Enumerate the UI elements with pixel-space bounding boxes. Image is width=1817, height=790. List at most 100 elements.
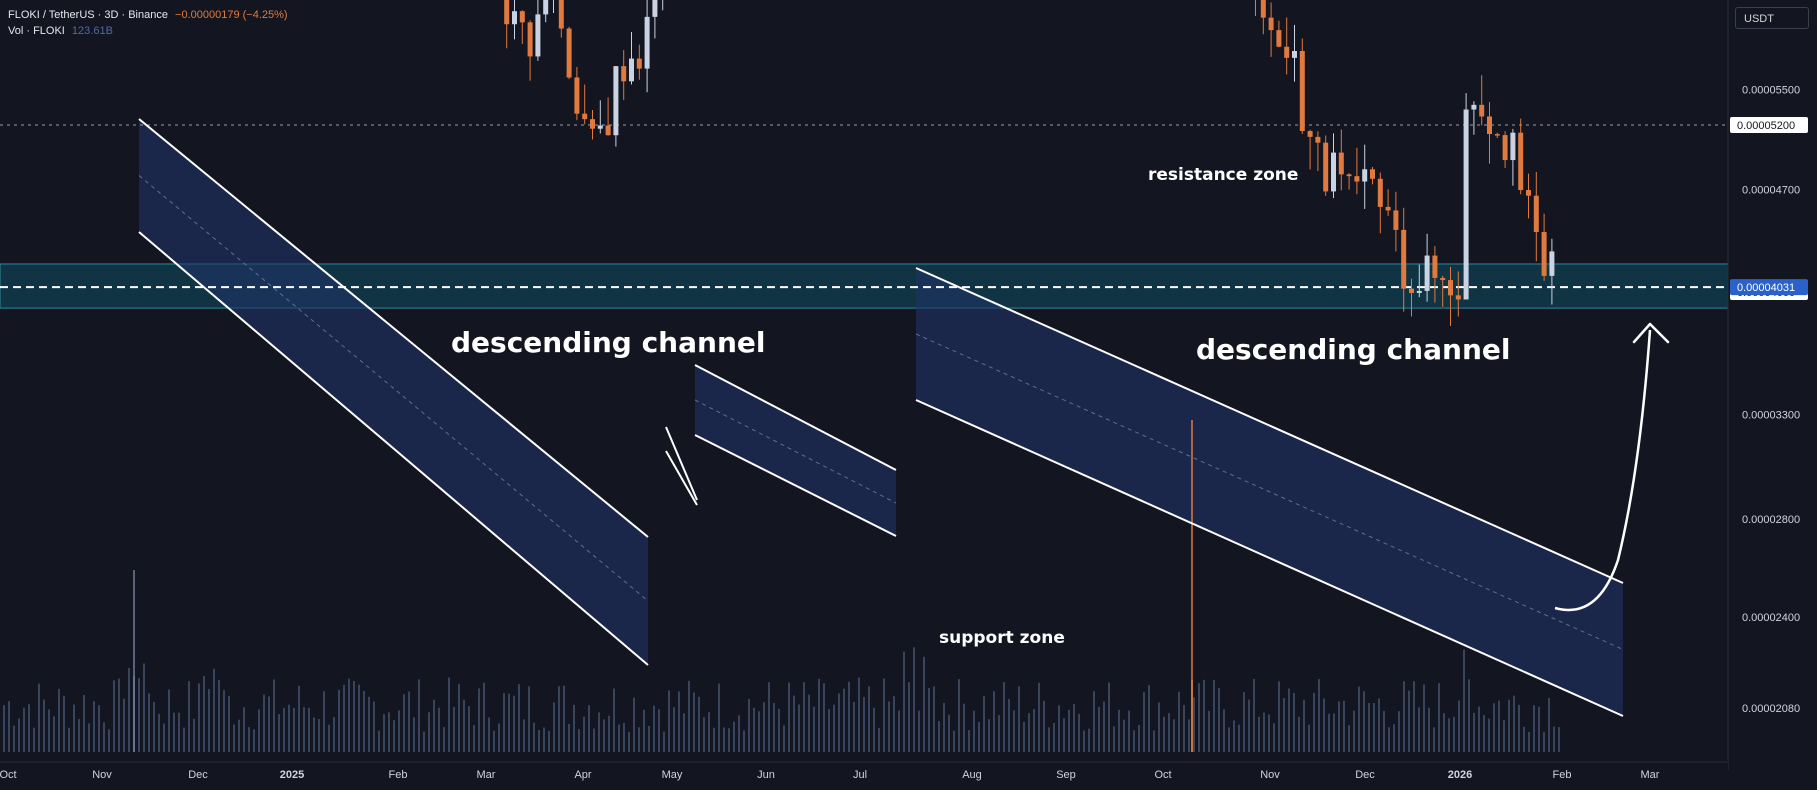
- volume-bar: [1428, 707, 1430, 752]
- volume-bar: [328, 724, 330, 752]
- volume-bar: [1183, 704, 1185, 752]
- volume-bar: [1193, 697, 1195, 752]
- volume-bar: [728, 728, 730, 752]
- candle-body: [1393, 210, 1399, 230]
- volume-bar: [208, 689, 210, 752]
- volume-bar: [133, 570, 135, 752]
- volume-bar: [8, 701, 10, 752]
- volume-bar: [1038, 682, 1040, 752]
- symbol-title[interactable]: FLOKI / TetherUS · 3D · Binance: [8, 9, 168, 21]
- candle: [1518, 118, 1524, 195]
- candle-body: [1354, 176, 1360, 182]
- volume-bar: [513, 695, 515, 752]
- candle: [1463, 93, 1469, 300]
- candle-body: [1276, 30, 1282, 47]
- channel-2-fill: [695, 365, 896, 536]
- time-tick-label: Jun: [757, 769, 775, 781]
- volume-label[interactable]: Vol · FLOKI: [8, 25, 65, 37]
- volume-bar: [983, 695, 985, 752]
- volume-bar: [1003, 682, 1005, 752]
- volume-bar: [63, 695, 65, 752]
- candle-body: [1549, 251, 1555, 276]
- volume-bar: [28, 704, 30, 752]
- candle: [621, 50, 627, 100]
- candle-body: [636, 58, 642, 69]
- price-label-text: 0.00005200: [1737, 120, 1795, 132]
- volume-bar: [1008, 699, 1010, 752]
- volume-bar: [1123, 719, 1125, 752]
- volume-bar: [303, 707, 305, 752]
- candle-body: [1471, 104, 1477, 110]
- time-tick-label: 2025: [280, 769, 304, 781]
- volume-bar: [288, 704, 290, 752]
- time-axis: Oct Nov Dec 2025 Feb Mar Apr May Jun Jul Aug Sep Oct…: [0, 760, 1728, 790]
- volume-value: 123.61B: [71, 25, 113, 37]
- volume-bar: [858, 677, 860, 752]
- volume-bar: [1523, 726, 1525, 752]
- volume-bar: [863, 697, 865, 752]
- candle: [1260, 0, 1266, 35]
- volume-bar: [348, 678, 350, 752]
- volume-bar: [1278, 681, 1280, 752]
- volume-bar: [1058, 705, 1060, 752]
- candle: [574, 67, 580, 121]
- volume-bar: [1273, 723, 1275, 752]
- candle-body: [1299, 51, 1305, 132]
- volume-bar: [568, 723, 570, 752]
- volume-bar: [1023, 722, 1025, 752]
- candle-body: [582, 113, 588, 120]
- volume-bar: [943, 702, 945, 752]
- volume-bar: [1508, 699, 1510, 752]
- volume-bar: [223, 690, 225, 752]
- annotations: descending channel descending channel resi…: [451, 165, 1670, 648]
- volume-bar: [98, 705, 100, 752]
- currency-button[interactable]: USDT: [1735, 7, 1809, 29]
- volume-bar: [1283, 697, 1285, 752]
- channel-3-lower: [915, 399, 1624, 717]
- volume-bar: [1243, 692, 1245, 752]
- volume-bar: [893, 696, 895, 752]
- volume-bar: [1228, 727, 1230, 752]
- candle-body: [1362, 169, 1368, 182]
- volume-bar: [73, 704, 75, 752]
- price-tick-label: 0.00005500: [1742, 84, 1800, 96]
- volume-bar: [1233, 720, 1235, 752]
- volume-bar: [413, 717, 415, 752]
- volume-bar: [358, 684, 360, 752]
- candle-body: [644, 16, 650, 69]
- candle: [512, 0, 517, 40]
- volume-bar: [498, 723, 500, 752]
- chart-legend: FLOKI / TetherUS · 3D · Binance −0.00000…: [8, 7, 288, 39]
- candle-body: [1260, 0, 1266, 18]
- volume-bar: [853, 702, 855, 752]
- candle: [629, 31, 634, 85]
- volume-bar: [678, 691, 680, 752]
- volume-bar: [968, 730, 970, 752]
- price-label-bg: [1730, 117, 1808, 134]
- candle: [535, 0, 541, 61]
- volume-bar: [693, 692, 695, 752]
- volume-bar: [533, 722, 535, 752]
- volume-bar: [1298, 716, 1300, 752]
- volume-bar: [898, 710, 900, 752]
- volume-bar: [88, 723, 90, 752]
- volume-bar: [758, 711, 760, 752]
- volume-bar: [1413, 681, 1415, 752]
- volume-bar: [1093, 691, 1095, 752]
- volume-bar: [1098, 706, 1100, 752]
- candle: [1299, 38, 1305, 134]
- volume-bar: [1553, 726, 1555, 752]
- volume-bar: [1163, 716, 1165, 752]
- volume-bar: [518, 684, 520, 752]
- time-tick-label: Dec: [188, 769, 208, 781]
- candle: [1448, 266, 1453, 327]
- time-tick-label: Feb: [1553, 769, 1572, 781]
- volume-bar: [263, 694, 265, 752]
- volume-bar: [1223, 709, 1225, 752]
- volume-bar: [923, 656, 925, 752]
- volume-bar: [1518, 704, 1520, 752]
- volume-bar: [703, 717, 705, 752]
- volume-bar: [583, 716, 585, 752]
- candle: [1526, 173, 1531, 219]
